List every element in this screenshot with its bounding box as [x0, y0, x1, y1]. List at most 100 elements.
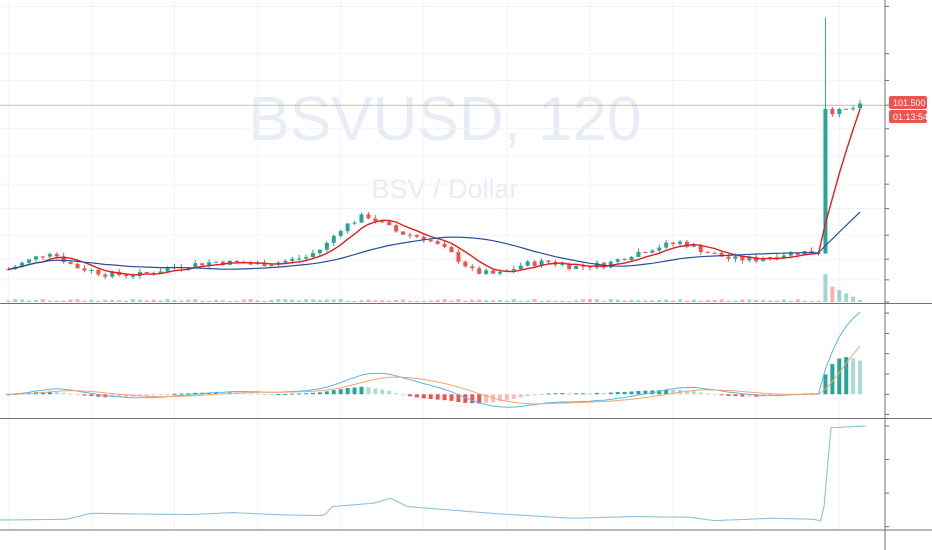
candle-body [421, 236, 426, 240]
volume-bar [601, 300, 606, 302]
macd-histogram-bar [504, 394, 509, 401]
macd-histogram-bar [331, 390, 336, 395]
candle-body [89, 269, 94, 271]
macd-line [8, 311, 861, 408]
macd-histogram-bar [304, 393, 309, 395]
candle-body [698, 245, 703, 253]
candle-body [442, 243, 447, 247]
macd-histogram-bar [484, 394, 489, 403]
candle-body [608, 261, 613, 268]
volume-bar [324, 299, 329, 302]
volume-bar [774, 300, 779, 302]
candle-body [20, 262, 25, 267]
macd-histogram-bar [726, 394, 731, 396]
volume-bar [421, 300, 426, 302]
candle-body [103, 274, 108, 277]
macd-histogram-bar [456, 394, 461, 403]
volume-bar [276, 299, 281, 302]
macd-histogram-bar [629, 391, 634, 395]
volume-bar [761, 300, 766, 302]
macd-histogram-bar [401, 394, 406, 396]
volume-bar [207, 300, 212, 302]
price-panel[interactable] [0, 17, 885, 302]
candle-body [622, 259, 627, 261]
watermark-name: BSV / Dollar [371, 174, 518, 204]
volume-bar [553, 300, 558, 302]
volume-bar [34, 300, 39, 302]
candle-body [747, 256, 752, 261]
volume-bar [387, 300, 392, 302]
candle-body [740, 256, 745, 261]
candle-body [124, 274, 129, 276]
macd-histogram-bar [601, 393, 606, 395]
candle-body [851, 108, 856, 110]
candle-body [844, 108, 849, 110]
volume-bar [47, 300, 52, 302]
volume-bar [96, 300, 101, 302]
macd-histogram-bar [539, 394, 544, 396]
candle-body [691, 245, 696, 247]
candle-body [788, 252, 793, 256]
candle-body [324, 242, 329, 250]
macd-panel[interactable] [6, 311, 863, 408]
volume-bar [719, 299, 724, 302]
volume-bar [622, 300, 627, 302]
volume-bar [124, 300, 129, 302]
candle-body [511, 268, 516, 271]
volume-bar [331, 299, 336, 302]
candle-body [684, 241, 689, 247]
macd-histogram-bar [317, 392, 322, 395]
volume-bar [726, 300, 731, 302]
volume-bar [608, 299, 613, 302]
candle-body [435, 241, 440, 244]
last-price-label: 101.500 [893, 98, 926, 108]
volume-bar [698, 300, 703, 302]
volume-bar [200, 300, 205, 302]
macd-histogram-bar [248, 393, 253, 395]
macd-histogram-bar [560, 393, 565, 395]
macd-histogram-bar [774, 394, 779, 396]
candle-body [636, 251, 641, 257]
volume-bar [837, 290, 842, 302]
macd-histogram-bar [851, 358, 856, 395]
volume-bar [68, 299, 73, 302]
macd-histogram-bar [269, 394, 274, 396]
candle-body [82, 268, 87, 271]
oscillator-panel[interactable] [0, 425, 866, 522]
macd-histogram-bar [844, 357, 849, 395]
macd-histogram-bar [622, 391, 627, 395]
candle-body [27, 259, 32, 263]
candle-body [407, 234, 412, 236]
candle-body [477, 268, 482, 274]
last-price-marker: 101.500 01:13:54 [889, 96, 928, 123]
candle-body [151, 272, 156, 274]
macd-histogram-bar [594, 392, 599, 395]
candle-body [733, 256, 738, 259]
volume-bar [103, 299, 108, 302]
candle-body [594, 262, 599, 268]
volume-bar [172, 300, 177, 302]
volume-bar [615, 299, 620, 302]
candle-body [366, 214, 371, 219]
candle-body [130, 275, 135, 277]
volume-bar [89, 299, 94, 302]
candle-body [34, 256, 39, 260]
macd-histogram-bar [276, 394, 281, 396]
volume-bar [456, 299, 461, 302]
volume-bar [151, 299, 156, 302]
macd-histogram-bar [47, 391, 52, 395]
volume-bar [317, 299, 322, 302]
candle-body [304, 256, 309, 259]
candle-body [234, 260, 239, 263]
volume-bar [366, 299, 371, 302]
volume-bar [678, 299, 683, 302]
candle-body [68, 262, 73, 264]
volume-bar [345, 300, 350, 302]
price-axis[interactable] [885, 5, 889, 528]
volume-bar [657, 299, 662, 302]
candle-body [96, 269, 101, 275]
candle-body [401, 231, 406, 235]
candle-body [795, 252, 800, 255]
volume-bar [574, 300, 579, 302]
